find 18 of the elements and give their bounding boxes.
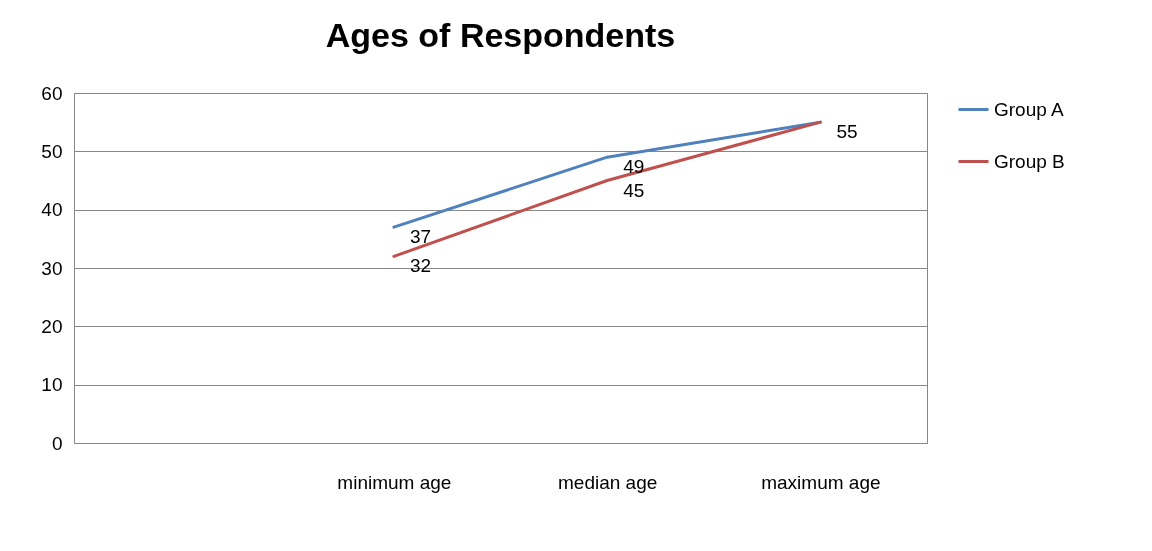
data-label: 55: [836, 121, 858, 143]
legend-label: Group A: [994, 98, 1065, 120]
y-tick-label: 20: [41, 315, 63, 337]
y-tick-label: 50: [41, 140, 63, 162]
data-label: 32: [409, 255, 432, 277]
y-tick-label: 40: [41, 199, 63, 221]
x-tick-label: median age: [557, 471, 658, 493]
x-tick-label: maximum age: [761, 471, 881, 493]
data-label: 37: [409, 226, 432, 248]
x-tick-label: minimum age: [337, 471, 452, 493]
y-tick-label: 30: [41, 257, 63, 279]
chart-title: Ages of Respondents: [325, 16, 676, 54]
data-label: 49: [623, 156, 645, 178]
y-tick-label: 0: [51, 432, 63, 454]
y-tick-label: 10: [41, 374, 63, 396]
legend-label: Group B: [994, 150, 1065, 172]
data-label: 45: [623, 179, 645, 201]
y-tick-label: 60: [41, 82, 63, 104]
